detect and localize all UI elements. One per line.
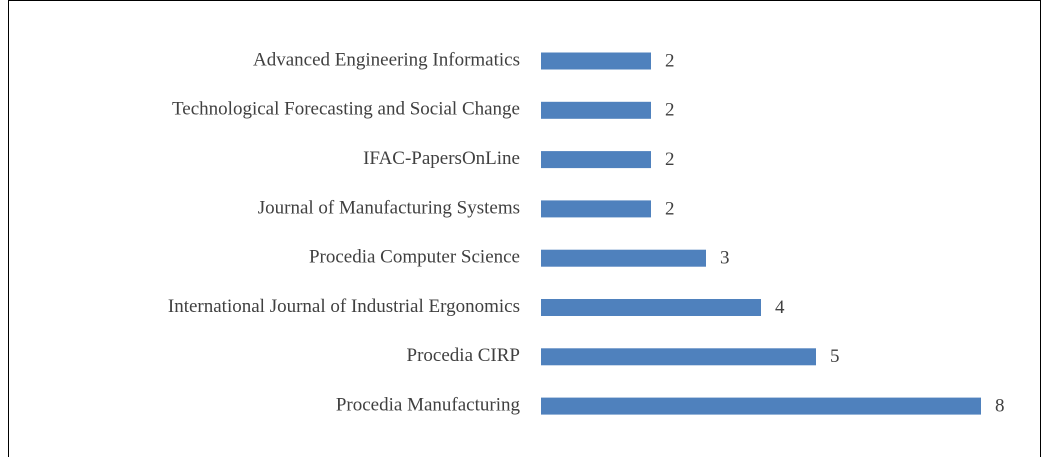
y-tick-label: Advanced Engineering Informatics [253,49,520,70]
bar [541,397,981,415]
bar [541,151,651,169]
y-tick-label: Technological Forecasting and Social Cha… [172,99,520,120]
y-tick-label: International Journal of Industrial Ergo… [168,296,520,317]
data-label: 2 [665,149,675,170]
chart-frame [8,0,1041,457]
bar [541,299,761,316]
data-label: 4 [775,297,785,318]
bar [541,101,651,119]
y-tick-label: Procedia CIRP [407,345,520,366]
data-label: 5 [830,346,840,367]
y-tick-label: Journal of Manufacturing Systems [258,197,520,218]
y-tick-label: IFAC-PapersOnLine [363,148,520,169]
bar [541,200,651,218]
bar [541,249,706,267]
data-label: 2 [665,198,675,219]
data-label: 2 [665,100,675,121]
data-label: 3 [720,248,730,269]
bar [541,52,651,70]
bar [541,348,816,366]
data-label: 2 [665,50,675,71]
y-tick-label: Procedia Manufacturing [336,394,521,415]
data-label: 8 [995,395,1005,416]
y-tick-label: Procedia Computer Science [309,247,520,268]
